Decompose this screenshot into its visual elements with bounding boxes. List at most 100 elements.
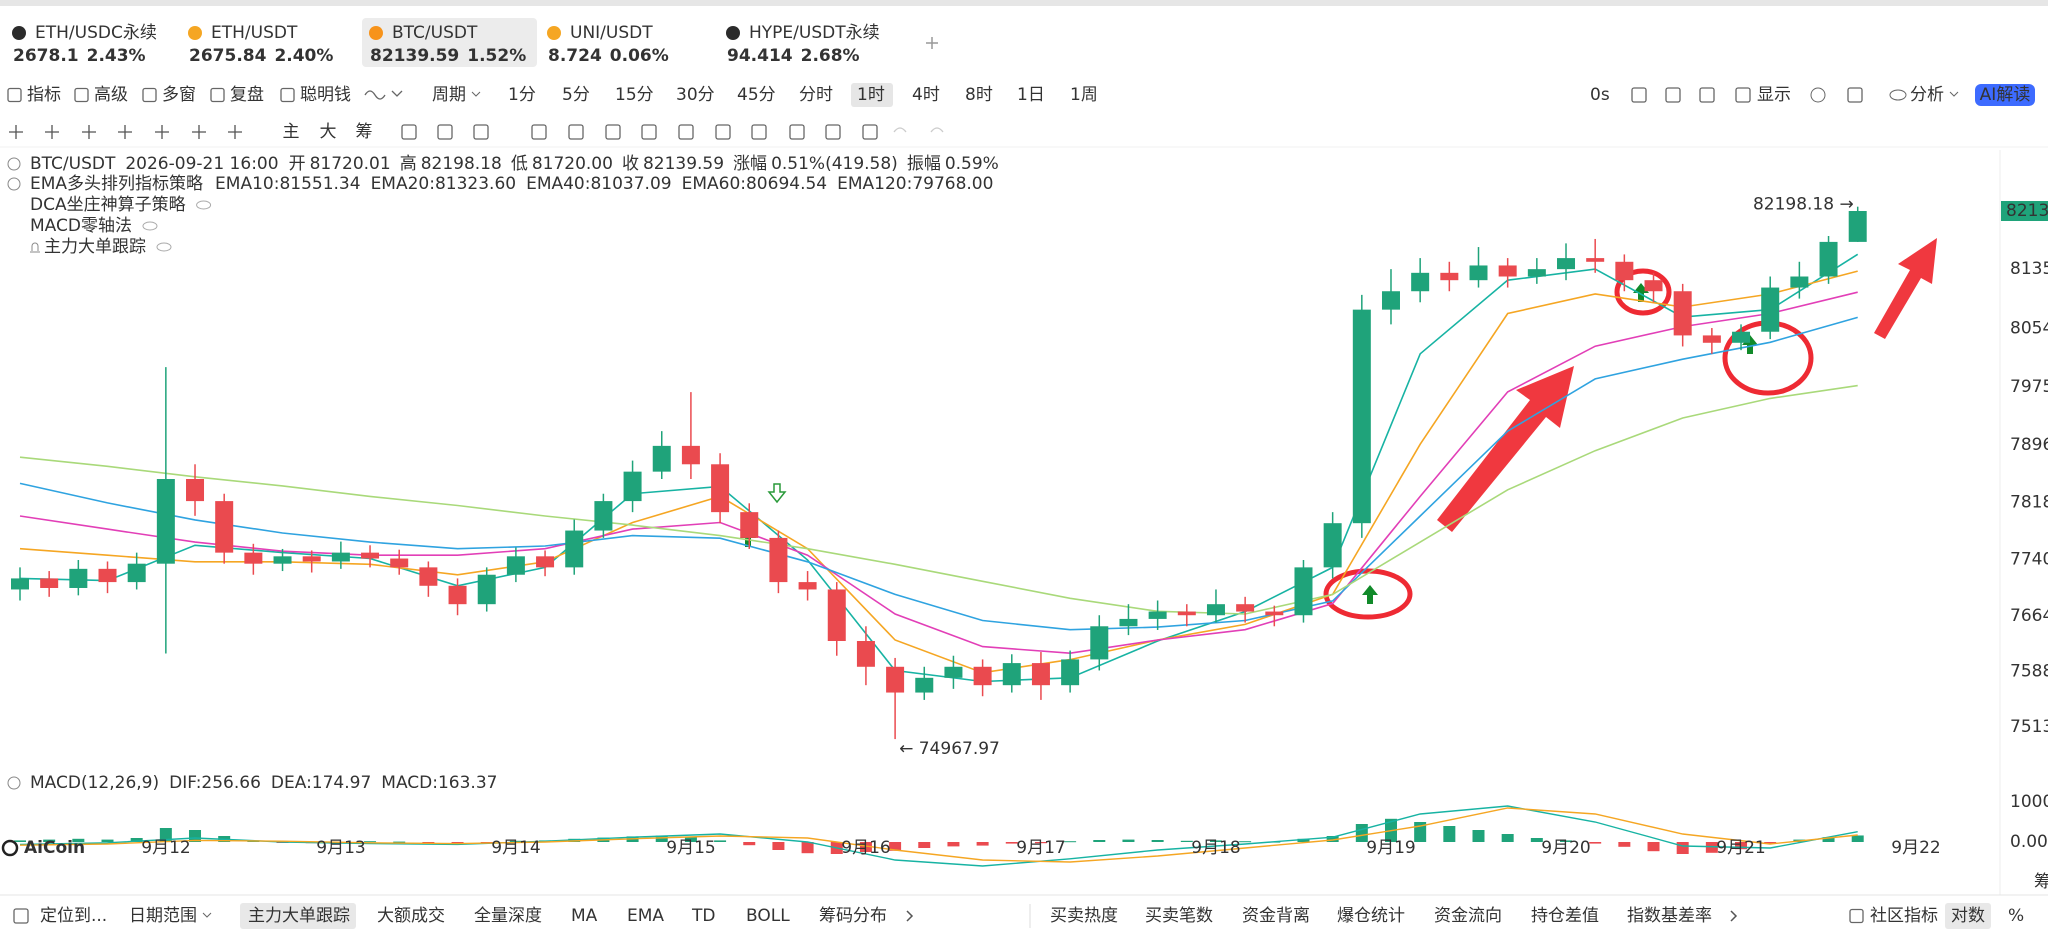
timer[interactable]: 0s (1590, 85, 1610, 105)
tool[interactable]: 指标 (27, 85, 61, 105)
indicator-tab[interactable]: EMA (627, 906, 664, 926)
annotations (1323, 268, 1814, 620)
macd-bar (947, 842, 960, 847)
icon (1847, 87, 1863, 103)
macd-bar (1297, 838, 1310, 842)
draw-tool[interactable]: 主 (283, 122, 300, 142)
indicator-tab[interactable]: 大额成交 (377, 906, 445, 926)
period-menu[interactable]: 周期 (432, 85, 466, 105)
icon (641, 124, 657, 140)
hide-icon[interactable] (156, 242, 172, 252)
stat-tab[interactable]: 持仓差值 (1531, 906, 1599, 926)
candle-body (681, 445, 700, 465)
candle-body (1586, 258, 1605, 262)
tab-change[interactable]: 0.06% (610, 46, 669, 66)
interval[interactable]: 15分 (615, 85, 654, 105)
display-menu[interactable]: 显示 (1757, 85, 1791, 105)
tab-change[interactable]: 2.43% (87, 46, 146, 66)
plus-button[interactable] (926, 37, 938, 49)
x-tick-label: 9月16 (841, 838, 890, 858)
stat-tab[interactable]: 买卖热度 (1050, 906, 1118, 926)
draw-icon[interactable] (45, 125, 59, 139)
draw-tool[interactable]: 大 (320, 122, 337, 142)
stat-tab[interactable]: 资金背离 (1242, 906, 1310, 926)
tab-price[interactable]: 8.724 (548, 46, 602, 66)
analysis-menu[interactable]: 分析 (1910, 85, 1944, 105)
interval[interactable]: 45分 (737, 85, 776, 105)
tab-price[interactable]: 82139.59 (370, 46, 459, 66)
cut-label[interactable]: 筹 (2034, 872, 2048, 892)
indicator-active-bg[interactable] (240, 903, 356, 929)
tab-symbol[interactable]: HYPE/USDT永续 (749, 23, 880, 43)
tab-price[interactable]: 2675.84 (189, 46, 267, 66)
percent-toggle[interactable]: % (2008, 906, 2024, 926)
tool[interactable]: 聪明钱 (300, 85, 351, 105)
draw-icon[interactable] (9, 125, 23, 139)
ai-button[interactable] (1975, 84, 2035, 106)
tab-change[interactable]: 2.40% (274, 46, 333, 66)
indicator-tab[interactable]: TD (691, 906, 715, 926)
ai-button-label[interactable]: AI解读 (1980, 85, 2031, 105)
icon (862, 124, 878, 140)
tab-change[interactable]: 1.52% (467, 46, 526, 66)
interval[interactable]: 5分 (562, 85, 590, 105)
tab-active-bg[interactable] (362, 18, 537, 67)
undo-icon[interactable] (893, 127, 907, 133)
icon (1631, 87, 1647, 103)
date-range[interactable]: 日期范围 (129, 906, 197, 926)
tab-symbol[interactable]: BTC/USDT (392, 23, 478, 43)
interval[interactable]: 分时 (799, 85, 833, 105)
tab-change[interactable]: 2.68% (801, 46, 860, 66)
log-scale-toggle[interactable]: 对数 (1951, 906, 1985, 926)
last-price-tag (2001, 201, 2048, 222)
interval-active-bg[interactable] (851, 83, 893, 107)
tab-symbol[interactable]: ETH/USDT (211, 23, 298, 43)
candle-body (69, 568, 88, 588)
draw-icon[interactable] (118, 125, 132, 139)
indicator-tab[interactable]: MA (571, 906, 598, 926)
stat-tab[interactable]: 指数基差率 (1627, 906, 1712, 926)
tab-price[interactable]: 2678.1 (13, 46, 79, 66)
candle-body (944, 666, 963, 678)
stat-tab[interactable]: 买卖笔数 (1145, 906, 1213, 926)
interval[interactable]: 4时 (912, 85, 940, 105)
hide-icon[interactable] (196, 200, 212, 210)
log-active-bg[interactable] (1945, 903, 1991, 929)
tab-symbol[interactable]: UNI/USDT (570, 23, 653, 43)
tool[interactable]: 多窗 (162, 85, 196, 105)
interval[interactable]: 1时 (857, 85, 885, 105)
draw-icon[interactable] (192, 125, 206, 139)
info-label: 低 (511, 154, 528, 174)
candle-body (1469, 265, 1488, 281)
draw-icon[interactable] (228, 125, 242, 139)
stat-tab[interactable]: 爆仓统计 (1337, 906, 1405, 926)
info-time: 2026-09-21 16:00 (125, 154, 278, 174)
interval[interactable]: 1分 (508, 85, 536, 105)
candle-body (215, 501, 234, 553)
indicator-tab[interactable]: 筹码分布 (819, 906, 887, 926)
interval[interactable]: 8时 (965, 85, 993, 105)
draw-icon[interactable] (82, 125, 96, 139)
tool[interactable]: 复盘 (230, 85, 264, 105)
indicator-tab[interactable]: 主力大单跟踪 (248, 906, 350, 926)
x-tick-label: 9月22 (1891, 838, 1940, 858)
draw-tool[interactable]: 筹 (356, 122, 373, 142)
tab-price[interactable]: 94.414 (727, 46, 793, 66)
undo-icon[interactable] (930, 127, 944, 133)
locate-button[interactable]: 定位到... (40, 906, 107, 926)
community-indicators[interactable]: 社区指标 (1870, 906, 1938, 926)
tab-symbol[interactable]: ETH/USDC永续 (35, 23, 157, 43)
candle-body (244, 552, 263, 564)
interval[interactable]: 1日 (1017, 85, 1045, 105)
macd-bar (1851, 835, 1864, 842)
chevron[interactable] (906, 910, 914, 922)
tool[interactable]: 高级 (94, 85, 128, 105)
indicator-tab[interactable]: BOLL (746, 906, 790, 926)
draw-icon[interactable] (155, 125, 169, 139)
stat-tab[interactable]: 资金流向 (1434, 906, 1502, 926)
interval[interactable]: 30分 (676, 85, 715, 105)
chevron[interactable] (1730, 910, 1738, 922)
hide-icon[interactable] (142, 221, 158, 231)
interval[interactable]: 1周 (1070, 85, 1098, 105)
indicator-tab[interactable]: 全量深度 (474, 906, 542, 926)
